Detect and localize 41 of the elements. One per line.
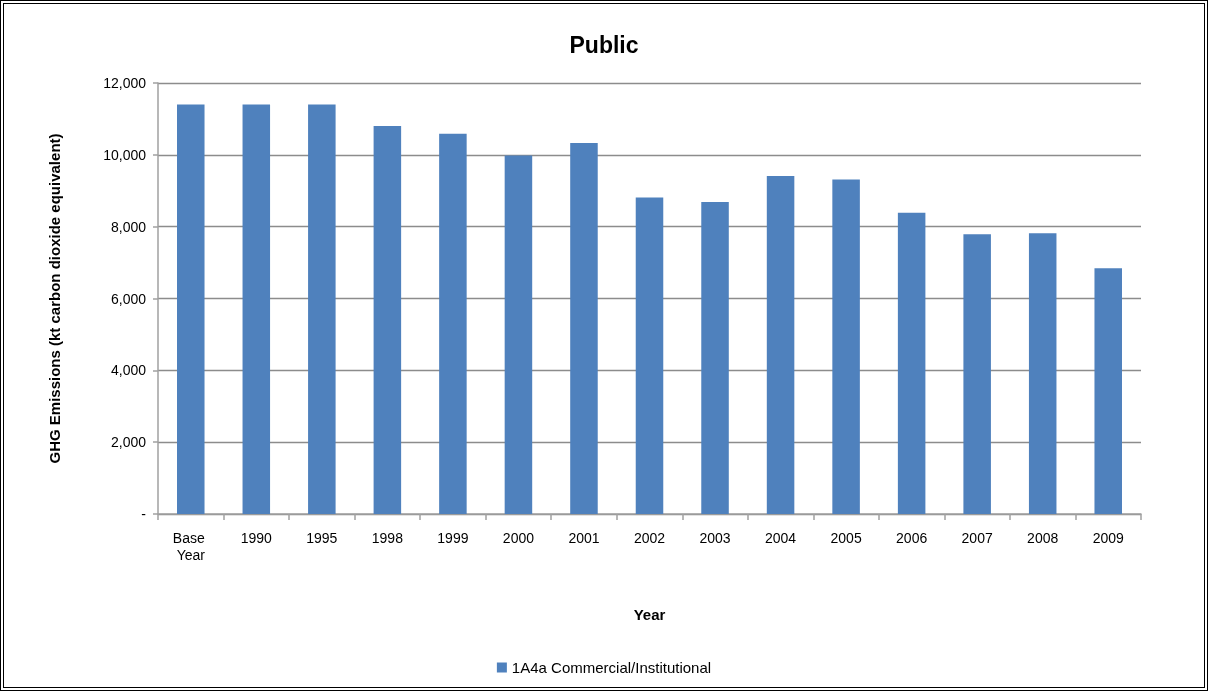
x-tick-label: 2002 — [633, 529, 666, 546]
x-axis-title: Year — [633, 606, 666, 623]
legend-label: 1A4a Commercial/Institutional — [511, 659, 712, 676]
bar — [308, 104, 336, 514]
x-tick-label: 1995 — [306, 529, 338, 546]
chart-title: Public — [569, 31, 639, 58]
y-axis-title: GHG Emissions (kt carbon dioxide equivalent) — [46, 133, 63, 464]
y-tick-label: 8,000 — [110, 218, 147, 235]
x-tick-label: 2005 — [830, 529, 862, 546]
bar — [177, 104, 205, 514]
y-tick-label: 10,000 — [103, 146, 147, 163]
x-tick-label: Base Year — [172, 529, 209, 563]
bar — [832, 179, 860, 514]
bar — [373, 126, 402, 514]
x-tick-label: 2009 — [1092, 529, 1125, 546]
bar — [635, 197, 664, 514]
x-tick-label: 2004 — [764, 529, 797, 546]
x-tick-label: 2003 — [699, 529, 731, 546]
x-tick-label: 2001 — [568, 529, 600, 546]
x-tick-label: 2000 — [502, 529, 535, 546]
bar — [963, 234, 991, 514]
bar — [504, 155, 533, 514]
x-tick-label: 1999 — [437, 529, 469, 546]
x-tick-label: 2006 — [896, 529, 928, 546]
y-tick-label: - — [141, 506, 147, 522]
bar — [1028, 233, 1057, 514]
y-tick-label: 12,000 — [103, 75, 147, 91]
y-tick-label: 6,000 — [110, 290, 147, 307]
bar — [1094, 268, 1122, 514]
y-tick-label: 2,000 — [110, 434, 147, 451]
x-tick-label: 2007 — [961, 529, 993, 546]
x-tick-label: 1998 — [371, 529, 404, 546]
bar — [242, 104, 271, 514]
bar — [766, 176, 795, 514]
bar — [439, 133, 467, 514]
bar — [897, 212, 926, 514]
y-tick-label: 4,000 — [110, 362, 147, 379]
bar — [701, 201, 729, 514]
x-tick-label: 2008 — [1027, 529, 1059, 546]
bar — [570, 142, 598, 514]
x-tick-label: 1990 — [240, 529, 273, 546]
